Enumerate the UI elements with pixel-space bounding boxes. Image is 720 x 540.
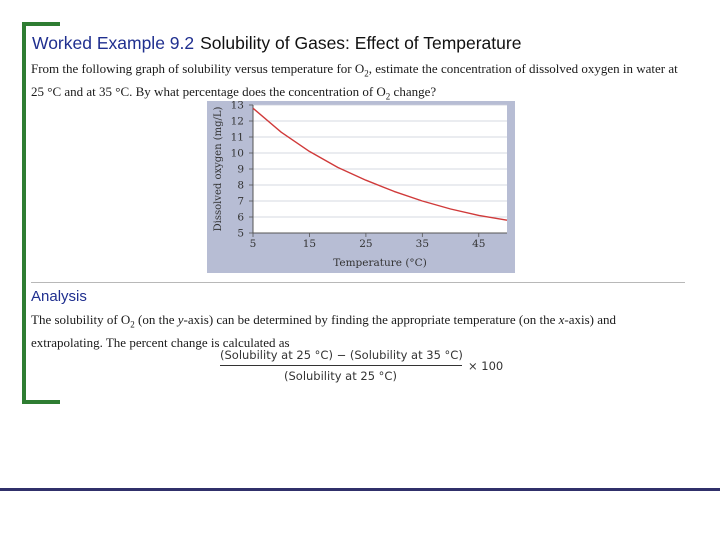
page-title: Worked Example 9.2 Solubility of Gases: E…: [32, 33, 521, 54]
percent-change-formula: (Solubility at 25 °C) − (Solubility at 3…: [218, 347, 508, 387]
y-axis-label: Dissolved oxygen (mg/L): [213, 107, 224, 232]
x-tick-label: 25: [359, 238, 372, 250]
analysis-subscript: 2: [130, 319, 135, 330]
y-tick-label: 11: [231, 132, 244, 144]
y-tick-label: 7: [237, 196, 244, 208]
x-tick-label: 15: [303, 238, 316, 250]
solubility-chart: 5 6 7 8 9 10 11 12 13 5 15 25 35 45 Temperature (°C) Di…: [207, 100, 515, 273]
title-label: Worked Example 9.2: [32, 33, 195, 53]
question-subscript: 2: [364, 68, 369, 79]
analysis-heading: Analysis: [31, 288, 87, 305]
footer-rule: [0, 488, 720, 491]
analysis-italic: x: [558, 312, 565, 327]
y-tick-label: 12: [231, 116, 244, 128]
analysis-part: (on the: [134, 312, 178, 327]
formula-denominator: (Solubility at 25 °C): [284, 369, 397, 383]
question-part: From the following graph of solubility v…: [31, 61, 365, 76]
question-text: From the following graph of solubility v…: [31, 60, 691, 105]
question-part: change?: [390, 83, 437, 99]
analysis-italic: y: [177, 312, 184, 327]
green-bracket: [22, 22, 60, 404]
analysis-part: -axis) can be determined by finding the …: [183, 312, 559, 327]
y-tick-label: 6: [237, 212, 244, 224]
formula-numerator: (Solubility at 25 °C) − (Solubility at 3…: [220, 348, 463, 362]
question-subscript: 2: [385, 91, 391, 102]
analysis-part: The solubility of O: [31, 312, 131, 327]
formula-multiplier: × 100: [468, 359, 504, 373]
x-axis-label: Temperature (°C): [333, 257, 427, 269]
section-divider: [31, 282, 685, 283]
analysis-text: The solubility of O2 (on the y-axis) can…: [31, 311, 681, 351]
fraction-bar: [220, 365, 462, 366]
y-tick-label: 8: [237, 180, 244, 192]
x-tick-label: 35: [416, 238, 429, 250]
title-text: Solubility of Gases: Effect of Temperatu…: [200, 33, 522, 53]
solubility-curve: [252, 107, 508, 221]
analysis-part: -axis) and extrapolating. The percent ch…: [31, 312, 616, 350]
y-tick-label: 5: [237, 228, 244, 240]
x-tick-label: 5: [250, 238, 257, 250]
y-tick-label: 13: [231, 101, 244, 112]
y-tick-label: 10: [231, 148, 244, 160]
x-tick-label: 45: [472, 238, 485, 250]
y-tick-label: 9: [237, 164, 244, 176]
solubility-chart-svg: 5 6 7 8 9 10 11 12 13 5 15 25 35 45 Temperature (°C) Di…: [207, 100, 515, 273]
question-part: , estimate the concentration of dissolve…: [31, 61, 678, 99]
